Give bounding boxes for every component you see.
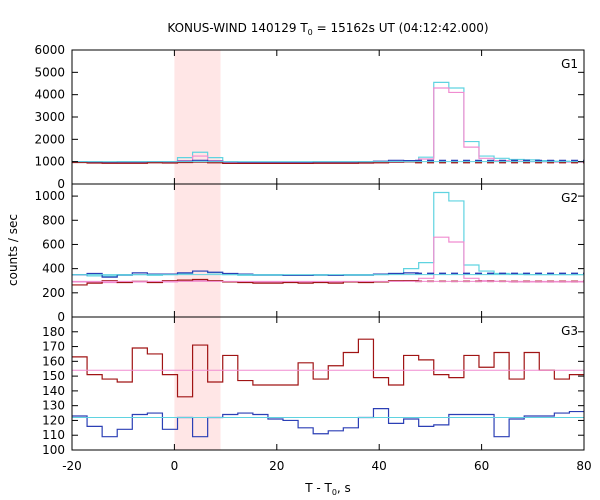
plot-panels: 0100020003000400050006000G10200400600800… bbox=[34, 43, 591, 473]
panel-frame-g1 bbox=[71, 49, 585, 185]
y-axis-label: counts / sec bbox=[6, 214, 20, 286]
y-tick-label: 0 bbox=[57, 310, 65, 324]
y-tick-label: 3000 bbox=[34, 110, 65, 124]
series-g2-red-step-3 bbox=[72, 278, 419, 286]
y-tick-label: 160 bbox=[42, 354, 65, 368]
y-tick-label: 130 bbox=[42, 399, 65, 413]
y-tick-label: 120 bbox=[42, 413, 65, 427]
panel-g2-series bbox=[72, 191, 584, 286]
x-tick-label: 60 bbox=[474, 459, 489, 473]
y-tick-label: 170 bbox=[42, 340, 65, 354]
y-tick-label: 2000 bbox=[34, 132, 65, 146]
series-g2-blue-step-2 bbox=[72, 270, 419, 278]
x-tick-label: -20 bbox=[62, 459, 82, 473]
panel-label-g3: G3 bbox=[561, 324, 578, 338]
y-tick-label: 100 bbox=[42, 443, 65, 457]
series-g1-red-step-3 bbox=[72, 161, 419, 165]
panel-g3-series bbox=[72, 338, 584, 438]
y-tick-label: 5000 bbox=[34, 65, 65, 79]
panel-label-g2: G2 bbox=[561, 191, 578, 205]
x-tick-label: 20 bbox=[269, 459, 284, 473]
shaded-interval bbox=[174, 50, 221, 450]
x-tick-label: 0 bbox=[171, 459, 179, 473]
panel-label-g1: G1 bbox=[561, 57, 578, 71]
y-tick-label: 400 bbox=[42, 262, 65, 276]
y-tick-label: 150 bbox=[42, 369, 65, 383]
y-tick-label: 600 bbox=[42, 237, 65, 251]
panel-frame-g2 bbox=[71, 183, 585, 318]
x-axis-label: T - T0, s bbox=[304, 481, 351, 497]
series-g3-red-step-0 bbox=[72, 338, 584, 398]
y-tick-label: 1000 bbox=[34, 189, 65, 203]
y-tick-label: 6000 bbox=[34, 43, 65, 57]
y-tick-label: 0 bbox=[57, 177, 65, 191]
x-tick-label: 40 bbox=[372, 459, 387, 473]
y-tick-label: 800 bbox=[42, 213, 65, 227]
panel-g1-series bbox=[72, 81, 584, 165]
y-tick-label: 200 bbox=[42, 286, 65, 300]
y-tick-label: 140 bbox=[42, 384, 65, 398]
series-g2-cyan-step-0 bbox=[72, 191, 584, 277]
series-g3-blue-step-1 bbox=[72, 408, 584, 438]
series-g1-cyan-step-0 bbox=[72, 81, 584, 164]
y-tick-label: 4000 bbox=[34, 88, 65, 102]
chart-title: KONUS-WIND 140129 T0 = 15162s UT (04:12:… bbox=[167, 21, 488, 37]
x-tick-label: 80 bbox=[576, 459, 591, 473]
y-tick-label: 1000 bbox=[34, 155, 65, 169]
panel-frame-g3 bbox=[71, 316, 585, 451]
series-g1-pink-step-1 bbox=[72, 87, 584, 164]
y-tick-label: 180 bbox=[42, 325, 65, 339]
y-tick-label: 110 bbox=[42, 428, 65, 442]
